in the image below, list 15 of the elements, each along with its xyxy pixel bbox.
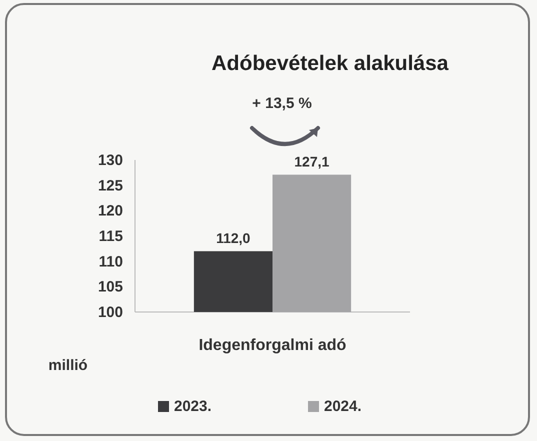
data-label: 127,1 <box>294 154 330 170</box>
y-tick-label: 130 <box>98 152 123 169</box>
text: + 13,5 % <box>252 95 312 112</box>
legend-label: 2024. <box>324 398 362 415</box>
chart-title: Adóbevételek alakulása <box>212 52 449 75</box>
y-tick-label: 105 <box>98 278 123 296</box>
data-label: 112,0 <box>216 230 251 246</box>
y-tick-label: 100 <box>98 304 123 321</box>
y-tick-label: 110 <box>98 253 123 270</box>
y-axis-title: millió <box>48 357 88 374</box>
y-tick-label: 120 <box>98 202 123 220</box>
y-tick-label: 115 <box>98 228 123 245</box>
legend-label: 2023. <box>174 398 212 415</box>
y-tick-label: 125 <box>98 177 123 194</box>
x-tick-label: Idegenforgalmi adó <box>198 337 347 354</box>
